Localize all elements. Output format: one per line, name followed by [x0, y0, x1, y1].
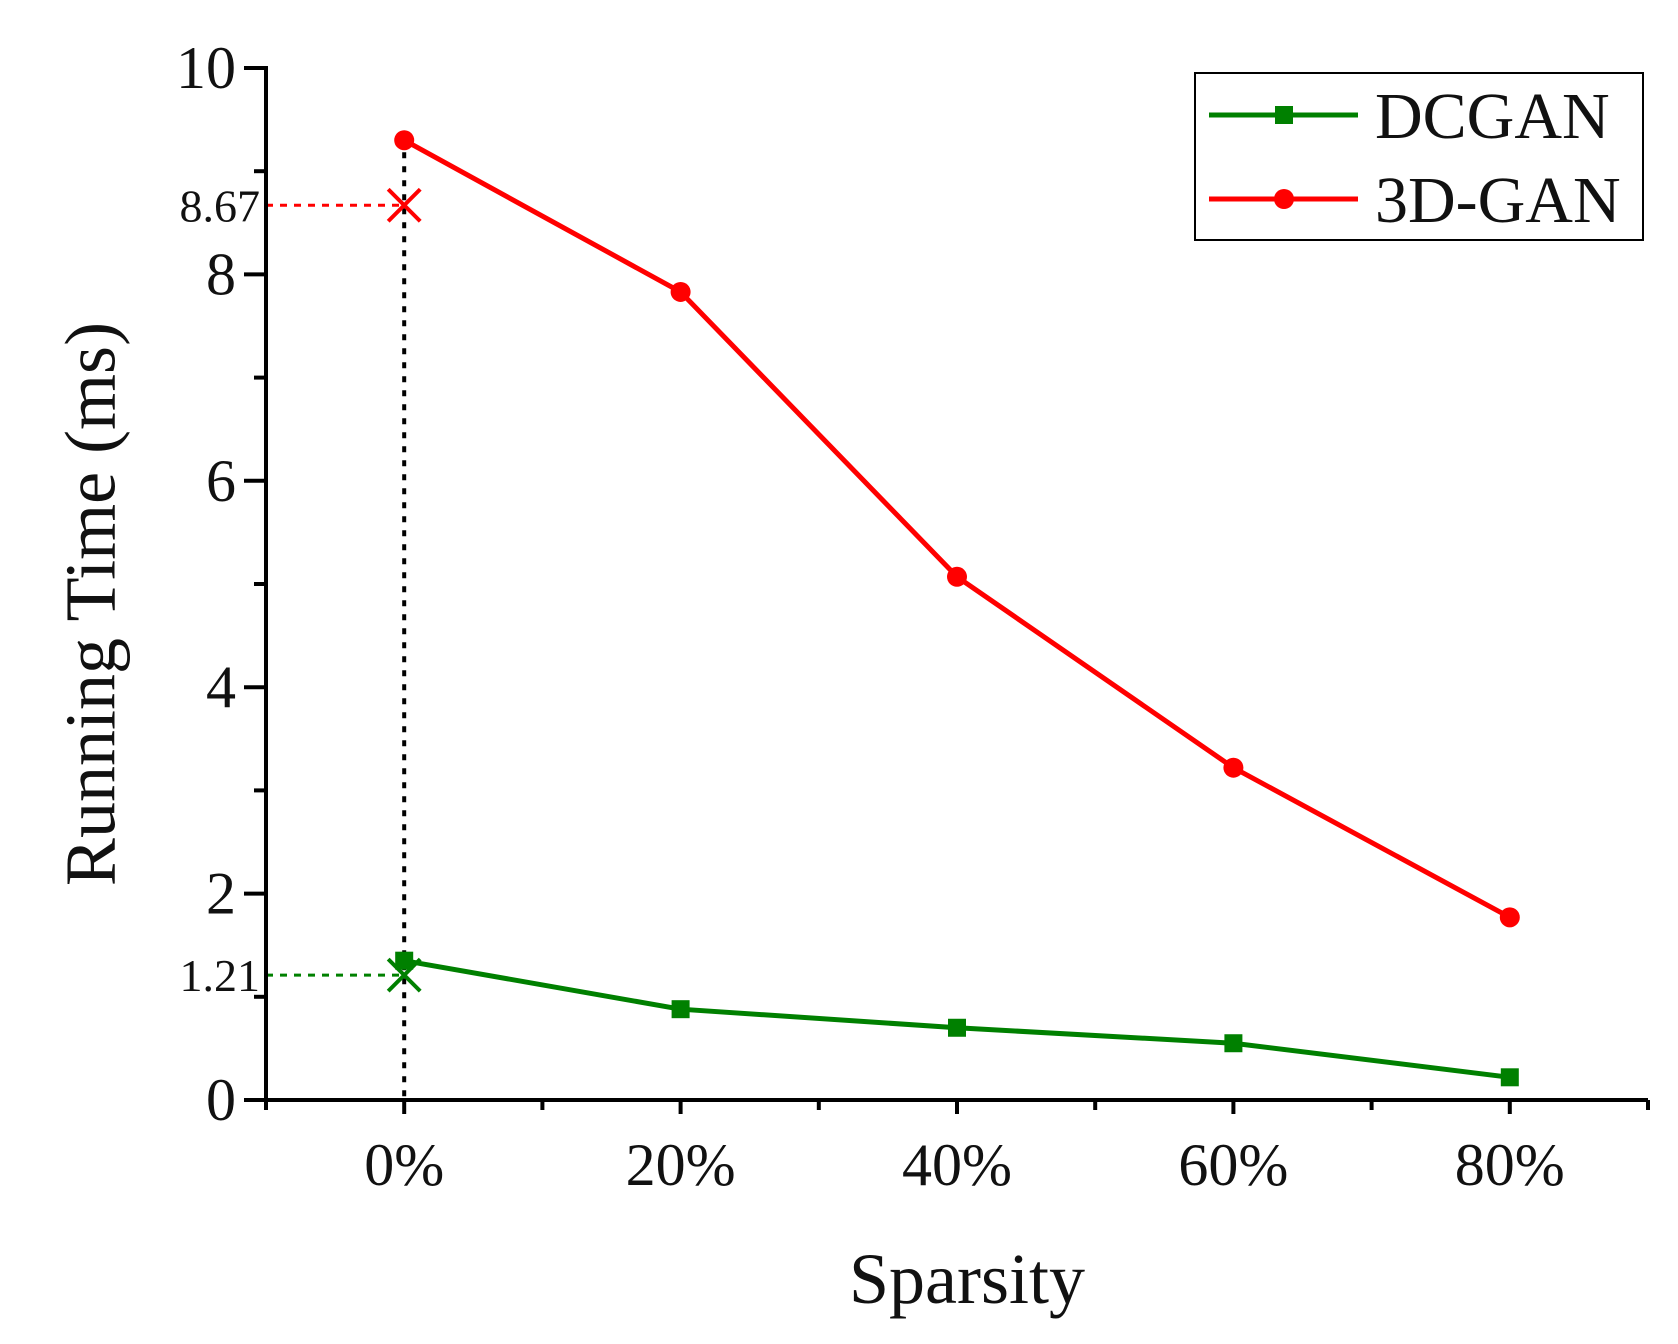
annotation-markers: 8.67 1.21 [180, 180, 422, 1001]
x-tick-label: 20% [626, 1132, 736, 1198]
y-tick-label: 4 [206, 654, 236, 720]
data-point-dcgan [395, 951, 414, 970]
data-point-dcgan [1500, 1068, 1519, 1087]
annotation-x-marker [386, 957, 422, 993]
series-layer [394, 130, 1520, 1087]
x-axis-title: Sparsity [849, 1239, 1085, 1319]
annotation-label: 1.21 [180, 950, 261, 1001]
y-tick-label: 8 [206, 241, 236, 307]
x-tick-label: 80% [1455, 1132, 1565, 1198]
data-point-3d-gan [947, 566, 967, 587]
y-axis-title: Running Time (ms) [51, 322, 131, 886]
axes: 0 2 4 6 8 10 0% 20% 40% 60% 80% [176, 35, 1650, 1198]
x-tick-label: 60% [1178, 1132, 1288, 1198]
y-tick-label: 2 [206, 861, 236, 927]
annotation-label: 8.67 [180, 180, 261, 231]
legend-marker [1275, 106, 1293, 124]
data-point-dcgan [671, 1000, 690, 1019]
x-tick-label: 0% [364, 1132, 444, 1198]
annotation-lines [266, 152, 407, 1100]
legend-box [1194, 72, 1644, 241]
y-tick-label: 6 [206, 448, 236, 514]
legend-label: 3D-GAN [1375, 164, 1621, 237]
data-point-3d-gan [1499, 907, 1520, 928]
legend-label: DCGAN [1375, 80, 1610, 153]
data-point-3d-gan [1223, 757, 1244, 778]
data-point-3d-gan [670, 281, 691, 302]
x-tick-label: 40% [902, 1132, 1012, 1198]
data-point-dcgan [1224, 1034, 1243, 1053]
y-tick-label: 10 [176, 35, 236, 101]
series-line-3d-gan [402, 138, 1511, 920]
data-point-dcgan [948, 1018, 966, 1037]
data-point-3d-gan [394, 130, 415, 151]
y-tick-label: 0 [206, 1067, 236, 1133]
legend: DCGAN 3D-GAN [1194, 72, 1644, 241]
legend-marker [1274, 189, 1294, 209]
annotation-x-marker [386, 187, 422, 223]
